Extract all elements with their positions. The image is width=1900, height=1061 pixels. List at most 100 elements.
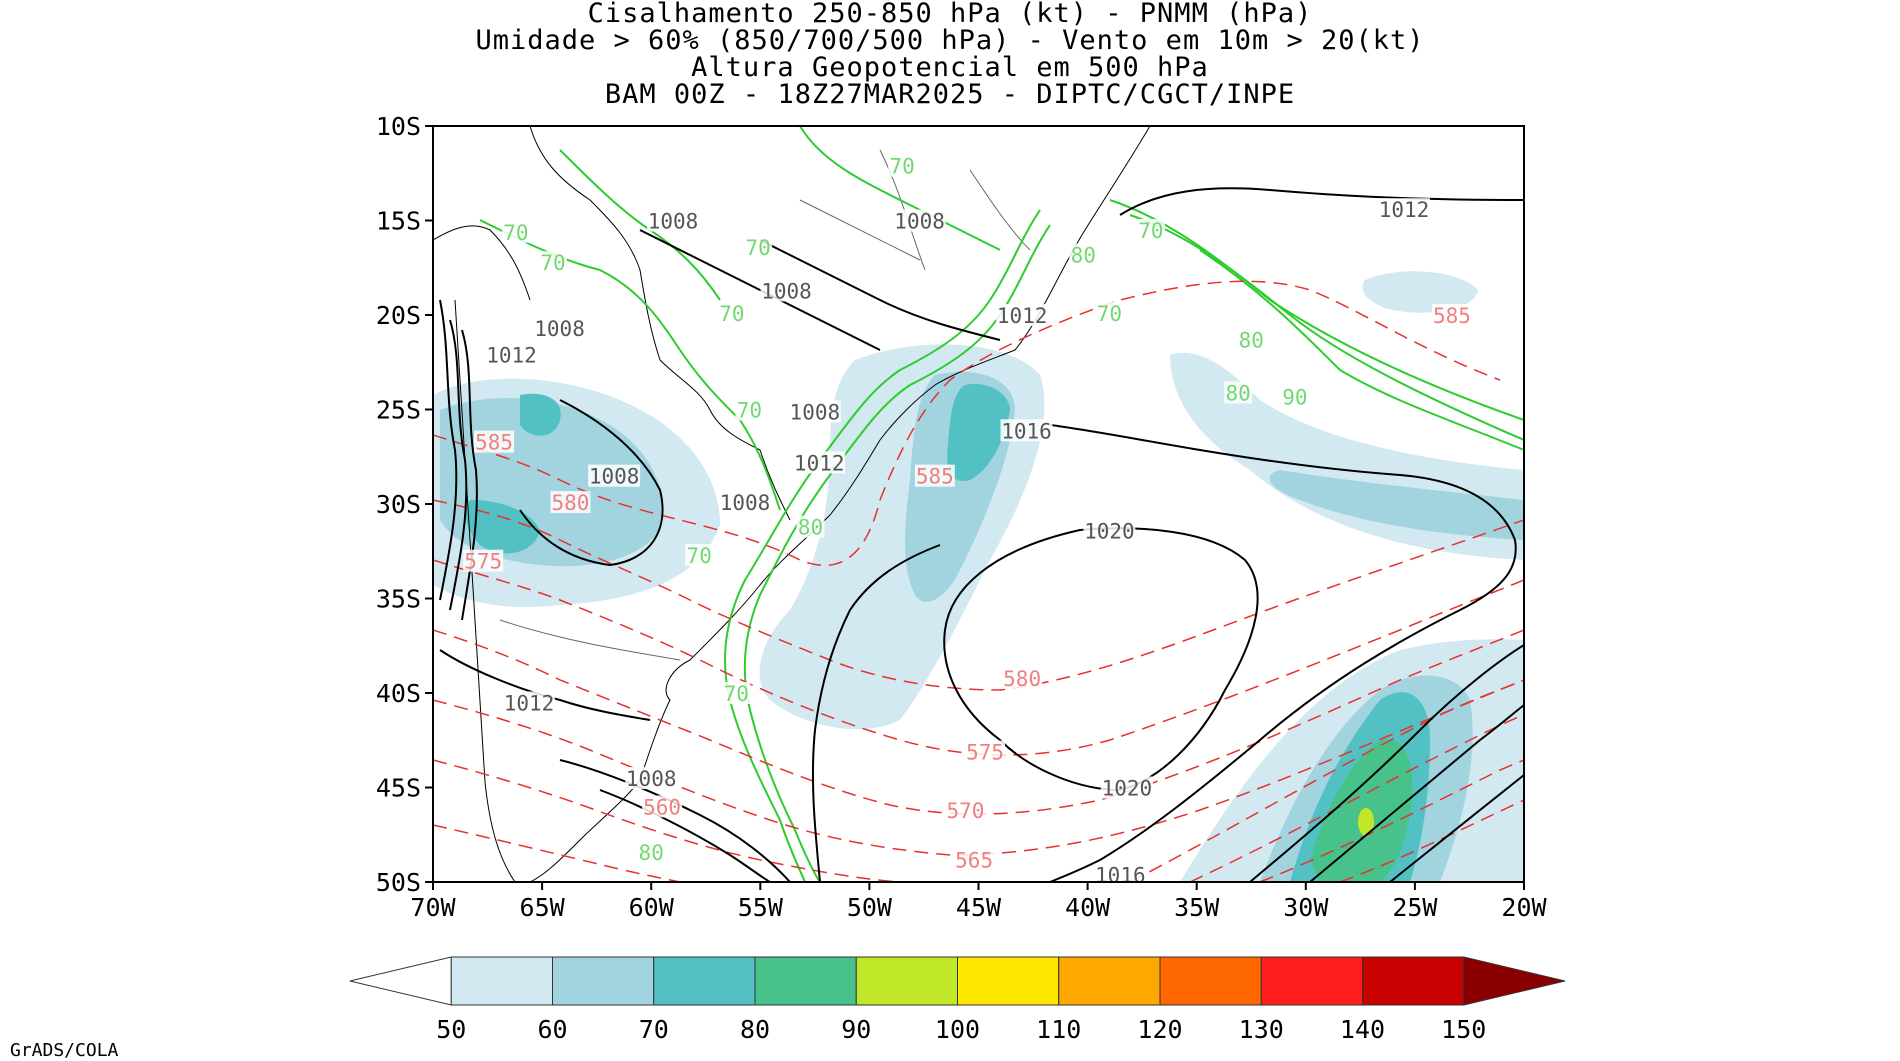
- shear-area-60-ne: [1362, 271, 1478, 313]
- humidity-label-bg: [1224, 381, 1253, 404]
- lat-tick-label: 20S: [376, 301, 421, 330]
- humidity-label: 70: [724, 682, 749, 706]
- lon-tick-label: 70W: [410, 893, 456, 922]
- humidity-label: 80: [1071, 244, 1096, 268]
- isobar-north-a: [639, 229, 881, 351]
- isobar-label-bg: [1377, 198, 1430, 221]
- isobar-label: 1008: [534, 317, 585, 341]
- lat-tick-label: 30S: [376, 490, 421, 519]
- humidity-label: 70: [687, 544, 712, 568]
- geopotential-560: [433, 759, 901, 882]
- humidity-label-bg: [1237, 328, 1266, 351]
- geopotential-555: [433, 824, 681, 882]
- colorbar-swatch-110: [1058, 956, 1161, 1006]
- border-argentina-chile: [454, 299, 516, 882]
- geopotential-label-bg: [914, 464, 955, 487]
- isobar-label-bg: [719, 491, 772, 514]
- isobar-label: 1020: [1102, 777, 1153, 801]
- colorbar-label: 50: [436, 1015, 466, 1044]
- colorbar: 50 60 70 80 90 100 110 120 130 140 150: [349, 956, 1566, 1044]
- geopotential-contours: [433, 280, 1524, 882]
- geopotential-label-bg: [642, 795, 683, 818]
- humidity-contour-labels: 70 70 70 70 70 70 70 80 80 80 90 70 80 70 70 80: [501, 154, 1309, 865]
- geopotential-label-bg: [1431, 304, 1472, 326]
- humidity-label: 80: [1239, 329, 1264, 353]
- isobar-label: 1008: [648, 210, 699, 234]
- lat-tick-label: 10S: [376, 112, 421, 141]
- colorbar-swatch-90: [855, 956, 958, 1006]
- geopotential-570: [433, 629, 1524, 815]
- isobar-label-bg: [1000, 419, 1053, 442]
- lon-tick-label: 60W: [629, 893, 675, 922]
- humidity-label-bg: [1280, 385, 1309, 408]
- title-line-3: Altura Geopotencial em 500 hPa: [691, 52, 1209, 83]
- border-brazil-states-a: [799, 199, 921, 261]
- colorbar-label: 60: [537, 1015, 567, 1044]
- isobar-label: 1016: [1095, 863, 1146, 887]
- lat-tick-label: 15S: [376, 207, 421, 236]
- humidity-label-bg: [1136, 218, 1165, 241]
- geopotential-label: 580: [1003, 667, 1041, 691]
- border-brazil-states-c: [969, 169, 1031, 251]
- geopotential-label: 565: [955, 848, 993, 872]
- geopotential-se-b: [1189, 714, 1524, 882]
- lon-tick-label: 25W: [1392, 893, 1438, 922]
- shear-area-80-center: [947, 384, 1010, 481]
- humidity-label-bg: [685, 544, 714, 567]
- isobar-label-bg: [760, 279, 813, 302]
- geopotential-se-d: [1339, 799, 1524, 882]
- isobar-1012-west: [439, 649, 651, 721]
- humidity-label: 70: [1097, 302, 1122, 326]
- grads-credit: GrADS/COLA: [10, 1040, 119, 1061]
- shear-area-80-west-a: [520, 393, 561, 436]
- geopotential-label: 575: [966, 741, 1004, 765]
- colorbar-label: 110: [1036, 1015, 1081, 1044]
- geopotential-label-bg: [945, 799, 986, 822]
- geopotential-label: 560: [643, 795, 681, 819]
- isobar-se-c: [1389, 774, 1524, 882]
- geopotential-label-bg: [1002, 666, 1043, 689]
- geopotential-label: 585: [1433, 304, 1471, 328]
- humidity-label-bg: [717, 302, 746, 325]
- lon-tick-label: 50W: [847, 893, 893, 922]
- humidity-label-bg: [796, 515, 825, 538]
- shear-area-100-se: [1358, 808, 1374, 836]
- isobar-1008-west: [519, 399, 664, 567]
- colorbar-label: 90: [841, 1015, 871, 1044]
- colorbar-label: 150: [1441, 1015, 1486, 1044]
- lon-tick-label: 55W: [738, 893, 784, 922]
- isobar-label-bg: [1083, 519, 1136, 542]
- colorbar-label: 80: [740, 1015, 770, 1044]
- humidity-label: 70: [503, 221, 528, 245]
- humidity-label: 80: [639, 841, 664, 865]
- border-bolivia-peru: [433, 225, 531, 301]
- humidity-label: 70: [737, 399, 762, 423]
- colorbar-swatch-50: [450, 956, 553, 1006]
- pressure-contour-labels: 1012 1008 1008 1008 1008 1012 1012 1008 1016 1012…: [485, 198, 1430, 887]
- geopotential-565: [433, 679, 1524, 856]
- colorbar-over-triangle: [1463, 956, 1566, 1006]
- geopotential-label-bg: [954, 848, 995, 871]
- isobar-andes-c: [461, 329, 478, 621]
- geopotential-label-bg: [965, 740, 1006, 763]
- isobar-label-bg: [503, 691, 556, 714]
- border-brazil-bolivia: [529, 126, 661, 361]
- isobar-se-a: [1249, 644, 1524, 882]
- colorbar-swatch-60: [552, 956, 655, 1006]
- lon-tick-label: 65W: [520, 893, 566, 922]
- lon-tick-label: 30W: [1283, 893, 1329, 922]
- colorbar-label: 130: [1239, 1015, 1284, 1044]
- humidity-label: 70: [719, 302, 744, 326]
- geopotential-575: [433, 559, 1524, 756]
- humidity-label: 90: [1282, 385, 1307, 409]
- isobar-andes-b: [449, 319, 468, 611]
- colorbar-label: 70: [639, 1015, 669, 1044]
- isobar-label: 1012: [504, 691, 555, 715]
- pressure-contours: [439, 187, 1524, 882]
- lat-tick-label: 50S: [376, 868, 421, 897]
- isobar-label: 1016: [1001, 419, 1052, 443]
- geopotential-label: 570: [946, 799, 984, 823]
- isobar-se-b: [1309, 704, 1524, 882]
- isobar-north-b: [759, 239, 1001, 341]
- lon-tick-label: 40W: [1065, 893, 1111, 922]
